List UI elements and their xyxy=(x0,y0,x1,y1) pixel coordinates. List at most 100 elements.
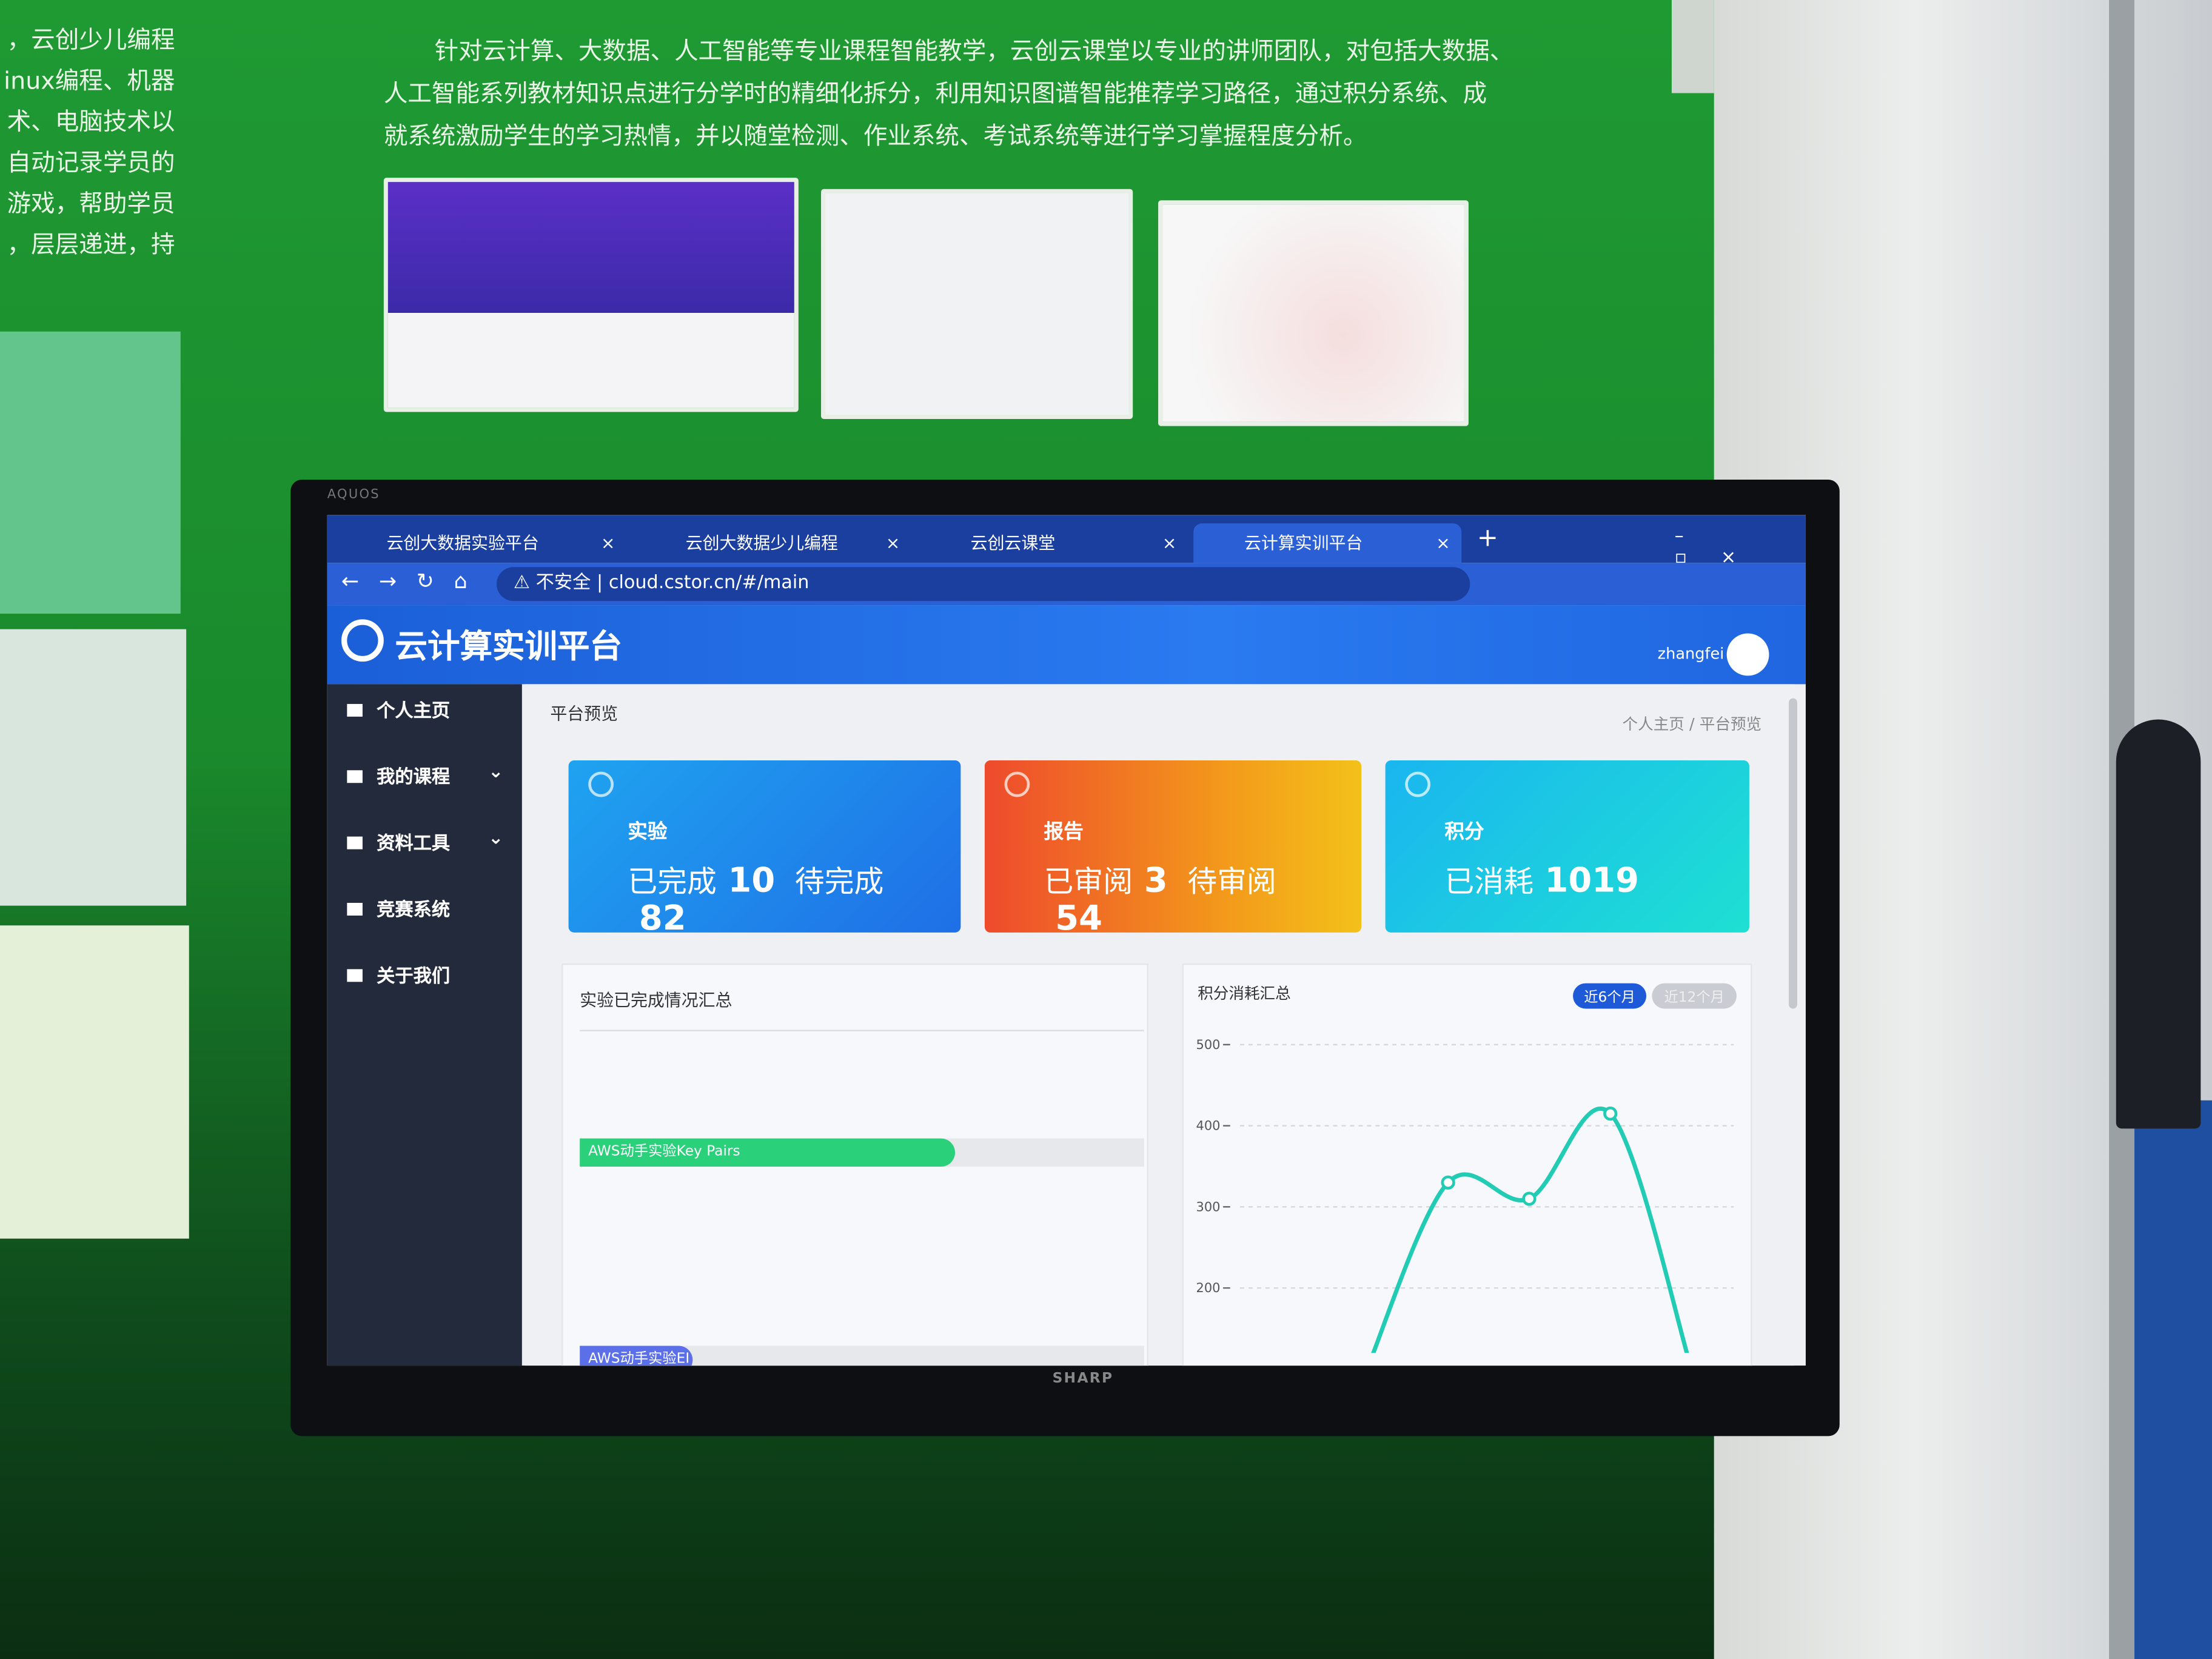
content: 平台预览 个人主页 / 平台预览 实验已完成情况汇总 AWS动手实验Key Pa… xyxy=(525,684,1798,1366)
username: zhangfei xyxy=(1657,645,1724,663)
menu-icon xyxy=(347,902,363,916)
stat-value: 54 xyxy=(1055,899,1102,933)
stat-card[interactable]: 积分已消耗 1019 xyxy=(1385,760,1749,933)
card-title: 积分 xyxy=(1444,821,1484,844)
thumbnail xyxy=(1158,200,1469,426)
frame xyxy=(1671,0,1714,93)
new-tab[interactable]: + xyxy=(1476,523,1498,554)
range-button[interactable] xyxy=(1573,983,1647,1009)
menu-label: 个人主页 xyxy=(377,701,451,723)
app-title: 云计算实训平台 xyxy=(395,629,623,666)
point xyxy=(1686,1364,1697,1366)
wall-line: 自动记录学员的 xyxy=(7,149,175,178)
card-icon xyxy=(1004,771,1030,797)
point xyxy=(1522,1191,1537,1206)
thumbnail xyxy=(821,189,1133,419)
url: cloud.cstor.cn/#/main xyxy=(608,572,809,594)
thumbnail xyxy=(383,178,799,412)
y-tick-label: 400 xyxy=(1196,1119,1221,1133)
wall-line: 游戏，帮助学员 xyxy=(7,190,175,219)
menu-icon xyxy=(347,703,363,717)
card-row: 已消耗 1019 xyxy=(1444,859,1658,902)
wall-line: ，层层递进，持 xyxy=(7,231,175,260)
menu-item[interactable]: 竞赛系统 xyxy=(347,894,450,921)
chart-title: 积分消耗汇总 xyxy=(1198,985,1290,1003)
progress-panel: 实验已完成情况汇总 AWS动手实验Key Pairs AWS动手实验EI xyxy=(561,964,1148,1366)
address-bar[interactable]: ⚠ 不安全 | cloud.cstor.cn/#/main xyxy=(496,567,1470,602)
tab-title: 云计算实训平台 xyxy=(1244,533,1363,554)
app-header: 云计算实训平台 zhangfei xyxy=(327,605,1806,685)
poster xyxy=(0,629,187,906)
tab-title: 云创大数据少儿编程 xyxy=(685,533,838,554)
tab-title: 云创大数据实验平台 xyxy=(386,533,539,554)
menu-item[interactable]: 资料工具 ⌄ xyxy=(347,828,503,855)
panel-title: 实验已完成情况汇总 xyxy=(580,990,732,1010)
card-row: 已完成 10 待完成 xyxy=(628,859,883,902)
brand: SHARP xyxy=(1052,1371,1114,1387)
tab-title: 云创云课堂 xyxy=(970,533,1056,554)
wall-line: 人工智能系列教材知识点进行分学时的精细化拆分，利用知识图谱智能推荐学习路径，通过… xyxy=(383,80,1487,109)
range-button[interactable] xyxy=(1652,983,1737,1009)
menu-icon xyxy=(347,836,363,850)
range-button-label: 近6个月 xyxy=(1584,989,1635,1005)
tab[interactable]: 云创大数据少儿编程 × xyxy=(685,533,900,554)
stat-value: 82 xyxy=(638,899,686,933)
scrollbar[interactable] xyxy=(1789,698,1798,1009)
avatar[interactable] xyxy=(1726,633,1769,676)
tab[interactable]: 云创大数据实验平台 × xyxy=(386,533,615,554)
stat-card[interactable]: 报告 已审阅 3 待审阅 54 xyxy=(984,760,1362,933)
stat-value: 1019 xyxy=(1544,860,1639,900)
person xyxy=(2116,719,2201,1129)
card-icon xyxy=(1405,771,1431,797)
sidebar: 个人主页 我的课程 ⌄ 资料工具 ⌄ 竞赛系统 关于我们 xyxy=(327,684,522,1366)
menu-item[interactable]: 我的课程 ⌄ xyxy=(347,762,503,789)
chart-panel: 积分消耗汇总 近6个月 近12个月 200 300 400 500 xyxy=(1182,964,1752,1366)
breadcrumb-item: 平台预览 xyxy=(1699,715,1762,734)
point xyxy=(1603,1106,1618,1121)
security-warning: 不安全 xyxy=(535,572,591,594)
wall-line: ，云创少儿编程 xyxy=(7,27,175,55)
floor xyxy=(2134,1100,2212,1659)
card-row: 已审阅 3 待审阅 xyxy=(1044,859,1276,902)
range-button-label: 近12个月 xyxy=(1664,989,1724,1005)
window-controls[interactable]: –▫× xyxy=(1674,526,1771,569)
menu-label: 资料工具 xyxy=(377,833,451,855)
stat-value: 10 xyxy=(728,860,776,900)
tab[interactable]: 云计算实训平台 × xyxy=(1193,523,1462,563)
card-title: 报告 xyxy=(1044,821,1084,844)
wall-line: 针对云计算、大数据、人工智能等专业课程智能教学，云创云课堂以专业的讲师团队，对包… xyxy=(434,38,1514,67)
progress-bar: AWS动手实验Key Pairs xyxy=(580,1138,956,1167)
card-icon xyxy=(588,771,614,797)
wall-line: 就系统激励学生的学习热情，并以随堂检测、作业系统、考试系统等进行学习掌握程度分析… xyxy=(383,122,1367,151)
stat-label: 待审阅 xyxy=(1187,865,1276,899)
nav-buttons[interactable]: ←→↻⌂ xyxy=(341,568,488,594)
y-tick-label: 300 xyxy=(1196,1199,1221,1214)
card-title: 实验 xyxy=(628,821,668,844)
stat-card[interactable]: 实验已完成 10 待完成 82 xyxy=(568,760,961,933)
logo xyxy=(341,619,384,662)
menu-label: 关于我们 xyxy=(377,966,451,988)
menu-item[interactable]: 关于我们 xyxy=(347,960,451,988)
page-title: 平台预览 xyxy=(550,703,618,724)
brand: AQUOS xyxy=(327,488,380,503)
menu-icon xyxy=(347,969,363,982)
stat-label: 待完成 xyxy=(794,865,884,899)
wall-line: 术、电脑技术以 xyxy=(7,109,175,137)
stat-value: 3 xyxy=(1144,860,1168,900)
line-series xyxy=(1371,1106,1689,1353)
wall-line: inux编程、机器 xyxy=(4,67,175,96)
chevron: ⌄ xyxy=(488,762,504,783)
chart: 积分消耗汇总 近6个月 近12个月 200 300 400 500 xyxy=(1196,983,1737,1366)
breadcrumb-item[interactable]: 个人主页 xyxy=(1622,715,1684,734)
stat-label: 已完成 xyxy=(628,865,717,899)
tab[interactable]: 云创云课堂 × xyxy=(970,533,1177,554)
menu-item[interactable]: 个人主页 xyxy=(347,695,450,722)
menu-label: 我的课程 xyxy=(377,767,451,789)
y-tick-label: 500 xyxy=(1196,1037,1221,1052)
point xyxy=(1441,1175,1455,1190)
y-tick-label: 200 xyxy=(1196,1281,1221,1295)
tab-bar: 云创大数据实验平台 × 云创大数据少儿编程 × 云创云课堂 × 云计算实训平台 × + … xyxy=(327,515,1806,569)
poster xyxy=(0,331,181,614)
point xyxy=(1361,1364,1373,1366)
